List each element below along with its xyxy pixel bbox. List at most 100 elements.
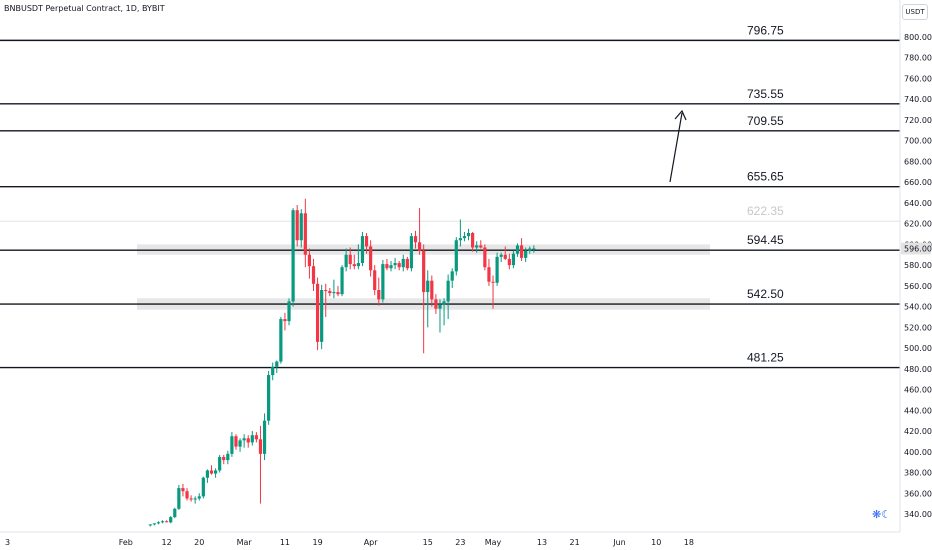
candle-65: [413, 230, 418, 249]
x-tick-3: 20: [194, 538, 204, 547]
y-tick-17: 680.00: [904, 157, 932, 166]
candle-37: [299, 209, 303, 248]
candle-24: [246, 435, 250, 448]
y-tick-12: 580.00: [904, 261, 932, 270]
candle-17: [218, 454, 222, 473]
candle-26: [254, 432, 258, 443]
candle-7: [177, 484, 181, 510]
candle-56: [377, 277, 381, 306]
level-label-1: 735.55: [747, 87, 784, 101]
level-label-0: 796.75: [747, 23, 784, 37]
projection-arrow: [669, 109, 687, 183]
level-label-7: 481.25: [747, 351, 784, 365]
candle-12: [197, 493, 201, 501]
y-tick-6: 460.00: [904, 386, 932, 395]
y-tick-22: 780.00: [904, 54, 932, 63]
candle-5: [169, 516, 173, 524]
x-tick-15: 18: [684, 538, 694, 547]
candle-20: [230, 432, 234, 457]
candle-52: [360, 231, 365, 267]
candle-73: [446, 274, 450, 320]
candle-45: [332, 279, 336, 299]
y-tick-2: 380.00: [904, 469, 932, 478]
candle-90: [515, 243, 520, 257]
candle-71: [438, 299, 442, 333]
time-axis[interactable]: 3 Feb 12 20 Mar 11 19 Apr 15 23 May 13 21 Jun 10 18: [5, 538, 694, 547]
candle-6: [173, 507, 177, 519]
candle-59: [389, 260, 393, 272]
candle-61: [397, 260, 401, 271]
candle-3: [160, 520, 165, 524]
candle-21: [234, 434, 238, 450]
x-tick-13: Jun: [612, 538, 626, 547]
y-tick-19: 720.00: [904, 116, 932, 125]
tradingview-logo-icon[interactable]: ❋☾: [872, 509, 892, 521]
candle-50: [352, 254, 356, 270]
x-tick-8: 15: [423, 538, 433, 547]
currency-button[interactable]: USDT: [902, 4, 928, 20]
candle-78: [466, 228, 471, 241]
x-tick-4: Mar: [237, 538, 253, 547]
last-price-label: 596.00: [901, 242, 932, 255]
y-tick-8: 500.00: [904, 344, 932, 353]
x-tick-2: 12: [162, 538, 172, 547]
candle-64: [409, 232, 414, 272]
candle-81: [479, 240, 483, 249]
candle-2: [156, 521, 161, 525]
y-tick-7: 480.00: [904, 365, 932, 374]
candle-43: [324, 283, 328, 317]
candle-29: [267, 370, 271, 425]
candle-66: [417, 208, 422, 255]
candle-67: [422, 244, 426, 354]
candle-30: [271, 362, 275, 381]
candle-55: [373, 265, 377, 296]
y-tick-18: 700.00: [904, 137, 932, 146]
candle-75: [454, 237, 458, 276]
y-tick-21: 760.00: [904, 74, 932, 83]
candle-1: [152, 523, 156, 526]
candle-0: [148, 524, 152, 527]
x-tick-14: 10: [651, 538, 661, 547]
last-price-value: 596.00: [904, 245, 932, 254]
candle-72: [442, 298, 446, 326]
candle-42: [320, 284, 324, 350]
candle-58: [385, 258, 389, 271]
candle-13: [201, 476, 205, 499]
candle-94: [532, 245, 536, 253]
x-tick-6: 19: [312, 538, 322, 547]
candle-47: [340, 265, 344, 297]
y-tick-4: 420.00: [904, 427, 932, 436]
candle-77: [462, 231, 467, 242]
candle-14: [205, 469, 210, 483]
x-tick-9: 23: [455, 538, 465, 547]
candle-25: [250, 431, 254, 446]
y-tick-20: 740.00: [904, 95, 932, 104]
candle-60: [393, 257, 397, 270]
x-tick-0: 3: [5, 538, 10, 547]
y-tick-16: 660.00: [904, 178, 932, 187]
candle-40: [311, 258, 316, 292]
y-tick-10: 540.00: [904, 303, 932, 312]
levels-layer: 796.75 735.55 709.55 655.65 622.35 594.45 542.…: [0, 23, 900, 369]
candle-88: [507, 253, 511, 270]
candle-89: [511, 250, 516, 269]
candle-10: [189, 495, 193, 502]
candle-36: [295, 204, 299, 247]
level-label-3: 655.65: [747, 170, 784, 184]
candle-16: [213, 468, 218, 478]
candle-76: [458, 219, 462, 247]
candle-46: [336, 285, 340, 297]
price-axis[interactable]: 340.00 360.00 380.00 400.00 420.00 440.00 460.…: [904, 33, 932, 519]
candle-82: [483, 244, 487, 271]
candle-15: [209, 465, 214, 475]
candle-70: [434, 294, 438, 314]
x-tick-10: May: [485, 538, 502, 547]
candle-38: [303, 198, 307, 268]
candle-34: [287, 298, 291, 326]
candle-79: [471, 231, 475, 252]
candle-11: [193, 496, 197, 504]
x-tick-11: 13: [537, 538, 547, 547]
x-tick-5: 11: [280, 538, 290, 547]
level-label-2: 709.55: [747, 114, 784, 128]
